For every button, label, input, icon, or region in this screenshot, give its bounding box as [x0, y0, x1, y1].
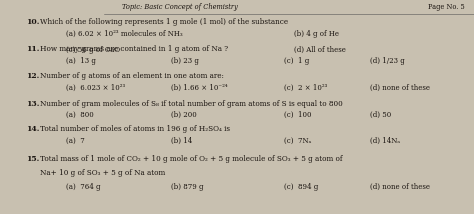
Text: 14.: 14. [26, 125, 39, 133]
Text: (a)  6.023 × 10²³: (a) 6.023 × 10²³ [66, 83, 126, 91]
Text: Total number of moles of atoms in 196 g of H₂SO₄ is: Total number of moles of atoms in 196 g … [40, 125, 230, 133]
Text: (c)  1 g: (c) 1 g [284, 57, 310, 65]
Text: (d) 50: (d) 50 [370, 111, 391, 119]
Text: (d) 1/23 g: (d) 1/23 g [370, 57, 404, 65]
Text: (a) 6.02 × 10²³ molecules of NH₃: (a) 6.02 × 10²³ molecules of NH₃ [66, 30, 183, 38]
Text: Which of the following represents 1 g mole (1 mol) of the substance: Which of the following represents 1 g mo… [40, 18, 288, 26]
Text: Na+ 10 g of SO₃ + 5 g of Na atom: Na+ 10 g of SO₃ + 5 g of Na atom [40, 169, 165, 177]
Text: Number of g atoms of an element in one atom are:: Number of g atoms of an element in one a… [40, 72, 224, 80]
Text: (c) 56 g of CaO: (c) 56 g of CaO [66, 46, 120, 54]
Text: (a)  800: (a) 800 [66, 111, 94, 119]
Text: (b) 14: (b) 14 [171, 137, 192, 145]
Text: (d) none of these: (d) none of these [370, 83, 430, 91]
Text: Number of gram molecules of S₈ if total number of gram atoms of S is equal to 80: Number of gram molecules of S₈ if total … [40, 100, 343, 107]
Text: (c)  100: (c) 100 [284, 111, 312, 119]
Text: (b) 23 g: (b) 23 g [171, 57, 199, 65]
Text: (d) none of these: (d) none of these [370, 183, 430, 191]
Text: (b) 200: (b) 200 [171, 111, 196, 119]
Text: How many grams are contained in 1 g atom of Na ?: How many grams are contained in 1 g atom… [40, 45, 228, 53]
Text: 13.: 13. [26, 100, 39, 107]
Text: (a)  13 g: (a) 13 g [66, 57, 96, 65]
Text: Topic: Basic Concept of Chemistry: Topic: Basic Concept of Chemistry [122, 3, 238, 11]
Text: (c)  2 × 10²³: (c) 2 × 10²³ [284, 83, 328, 91]
Text: (b) 4 g of He: (b) 4 g of He [294, 30, 339, 38]
Text: (b) 1.66 × 10⁻²⁴: (b) 1.66 × 10⁻²⁴ [171, 83, 227, 91]
Text: 11.: 11. [26, 45, 39, 53]
Text: 12.: 12. [26, 72, 39, 80]
Text: 15.: 15. [26, 155, 39, 163]
Text: (a)  764 g: (a) 764 g [66, 183, 101, 191]
Text: (c)  894 g: (c) 894 g [284, 183, 319, 191]
Text: Page No. 5: Page No. 5 [428, 3, 465, 11]
Text: (c)  7Nₐ: (c) 7Nₐ [284, 137, 312, 145]
Text: (d) All of these: (d) All of these [294, 46, 346, 54]
Text: 10.: 10. [26, 18, 39, 26]
Text: (b) 879 g: (b) 879 g [171, 183, 203, 191]
Text: (a)  7: (a) 7 [66, 137, 85, 145]
Text: Total mass of 1 mole of CO₂ + 10 g mole of O₂ + 5 g molecule of SO₃ + 5 g atom o: Total mass of 1 mole of CO₂ + 10 g mole … [40, 155, 343, 163]
Text: (d) 14Nₐ: (d) 14Nₐ [370, 137, 400, 145]
